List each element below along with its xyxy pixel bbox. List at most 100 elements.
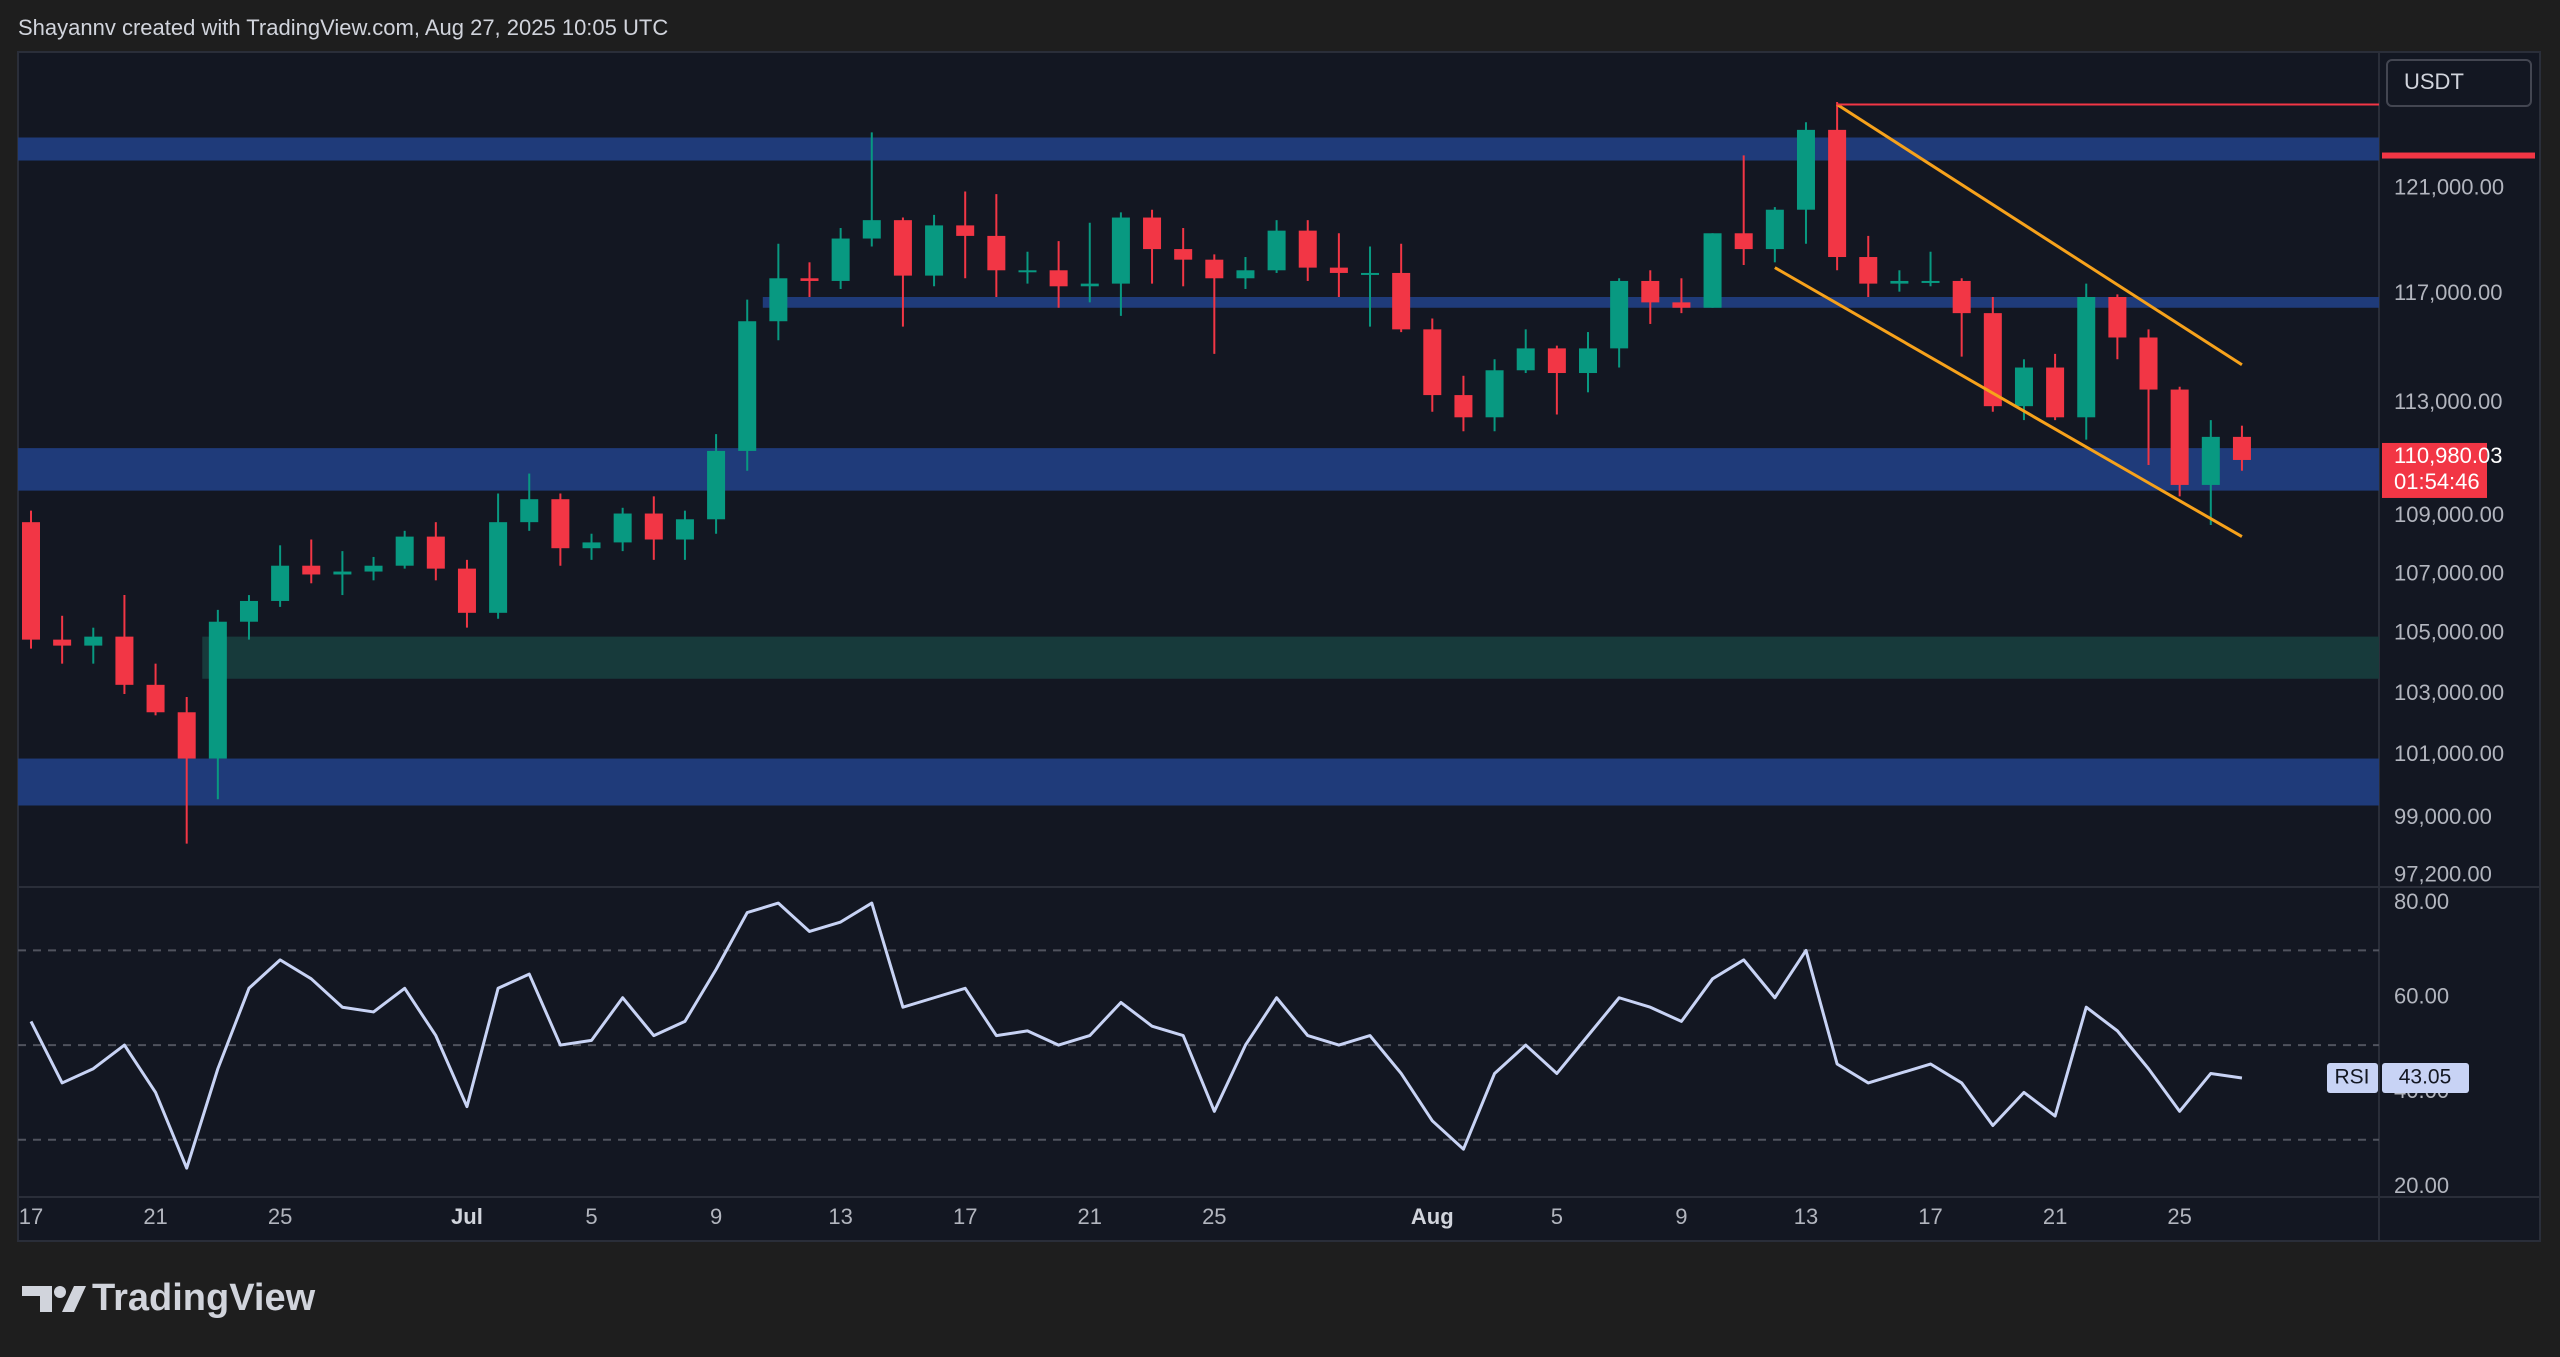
- candle-body: [1610, 280, 1629, 349]
- x-tick-label: Aug: [1411, 1204, 1454, 1229]
- rsi-value-box: [2382, 1062, 2469, 1093]
- candle-body: [2046, 367, 2065, 418]
- x-tick-label: Jul: [451, 1204, 483, 1229]
- candle-body: [53, 639, 72, 646]
- candle-body: [1174, 249, 1193, 260]
- y-tick-label: 99,000.00: [2394, 804, 2492, 829]
- x-tick-label: 21: [2043, 1204, 2067, 1229]
- zone: [18, 758, 2379, 806]
- candle-body: [1392, 272, 1411, 330]
- candle-body: [146, 684, 165, 713]
- candle-body: [2170, 389, 2189, 485]
- rsi-tick-label: 80.00: [2394, 889, 2449, 914]
- candle-body: [115, 636, 134, 685]
- rsi-tick-label: 60.00: [2394, 984, 2449, 1009]
- candle-body: [1703, 233, 1722, 308]
- currency-label[interactable]: USDT: [2404, 69, 2464, 94]
- x-tick-label: 9: [710, 1204, 722, 1229]
- candle-body: [271, 565, 290, 601]
- candle-body: [302, 565, 321, 575]
- x-tick-label: 25: [1202, 1204, 1226, 1229]
- candle-body: [177, 712, 196, 759]
- candle-body: [1734, 233, 1753, 250]
- candle-body: [1423, 329, 1442, 396]
- zone: [762, 297, 2379, 308]
- candle-body: [1672, 302, 1691, 308]
- candle-body: [551, 499, 570, 549]
- y-tick-label: 107,000.00: [2394, 560, 2504, 585]
- candle-body: [489, 522, 508, 613]
- candle-body: [1049, 270, 1068, 287]
- price-pane: [18, 102, 2379, 844]
- candle-body: [1921, 280, 1940, 283]
- candle-body: [239, 600, 258, 622]
- candle-body: [675, 519, 694, 540]
- candle-body: [1329, 267, 1348, 273]
- tradingview-logo: [22, 1286, 86, 1312]
- horizontal-line-axis-marker: [2382, 152, 2535, 159]
- candle-body: [1516, 348, 1535, 371]
- candle-body: [1952, 280, 1971, 314]
- y-tick-label: 101,000.00: [2394, 741, 2504, 766]
- candle-body: [395, 536, 414, 566]
- candle-body: [956, 225, 975, 236]
- candle-body: [1983, 313, 2002, 407]
- x-tick-label: 13: [1794, 1204, 1818, 1229]
- x-tick-label: 9: [1675, 1204, 1687, 1229]
- header-text: Shayannv created with TradingView.com, A…: [18, 15, 668, 40]
- rsi-tick-label: 20.00: [2394, 1173, 2449, 1198]
- trend-line: [1774, 266, 2243, 538]
- y-tick-label: 97,200.00: [2394, 862, 2492, 887]
- candle-body: [1018, 270, 1037, 273]
- candle-body: [831, 238, 850, 281]
- x-tick-label: 25: [268, 1204, 292, 1229]
- candle-body: [2201, 436, 2220, 485]
- candle-body: [1765, 209, 1784, 250]
- candle-body: [1143, 217, 1162, 250]
- zone: [18, 137, 2379, 161]
- candle-body: [1298, 230, 1317, 268]
- candle-body: [800, 278, 819, 281]
- candle-body: [1361, 272, 1380, 275]
- x-tick-label: 21: [143, 1204, 167, 1229]
- x-tick-label: 17: [1918, 1204, 1942, 1229]
- logo-mark: [22, 1286, 52, 1312]
- x-tick-label: 21: [1078, 1204, 1102, 1229]
- candle-body: [1828, 129, 1847, 258]
- rsi-name-box: [2327, 1062, 2378, 1093]
- candle-body: [769, 278, 788, 322]
- candle-body: [364, 565, 383, 572]
- trend-line: [1836, 103, 2243, 367]
- currency-button[interactable]: [2386, 59, 2532, 107]
- candle-body: [22, 522, 40, 640]
- candle-body: [1205, 259, 1224, 279]
- y-tick-label: 121,000.00: [2394, 175, 2504, 200]
- candle-body: [738, 321, 757, 451]
- y-tick-label: 117,000.00: [2394, 280, 2502, 305]
- candle-body: [1267, 230, 1286, 271]
- logo-dot: [54, 1286, 66, 1298]
- y-tick-label: 113,000.00: [2394, 389, 2502, 414]
- axes: 121,000.00 117,000.00 113,000.00 109,000.00…: [19, 152, 2535, 1229]
- y-tick-label: 103,000.00: [2394, 680, 2504, 705]
- candle-body: [582, 542, 601, 549]
- candle-body: [1236, 270, 1255, 279]
- candle-body: [426, 536, 445, 569]
- candle-body: [2014, 367, 2033, 407]
- candle-body: [1796, 129, 1815, 210]
- candle-body: [1454, 395, 1473, 418]
- x-tick-label: 17: [953, 1204, 977, 1229]
- candle-body: [644, 513, 663, 540]
- candle-body: [1111, 217, 1130, 284]
- countdown-label: 01:54:46: [2394, 469, 2480, 494]
- candle-body: [1547, 348, 1566, 374]
- candle-body: [457, 568, 476, 613]
- x-tick-label: 5: [1551, 1204, 1563, 1229]
- logo-slash: [62, 1286, 86, 1312]
- rsi-line: [29, 901, 2243, 1170]
- candle-body: [1859, 257, 1878, 284]
- candle-body: [2232, 436, 2251, 460]
- candle-body: [520, 499, 539, 523]
- candle-body: [862, 220, 881, 239]
